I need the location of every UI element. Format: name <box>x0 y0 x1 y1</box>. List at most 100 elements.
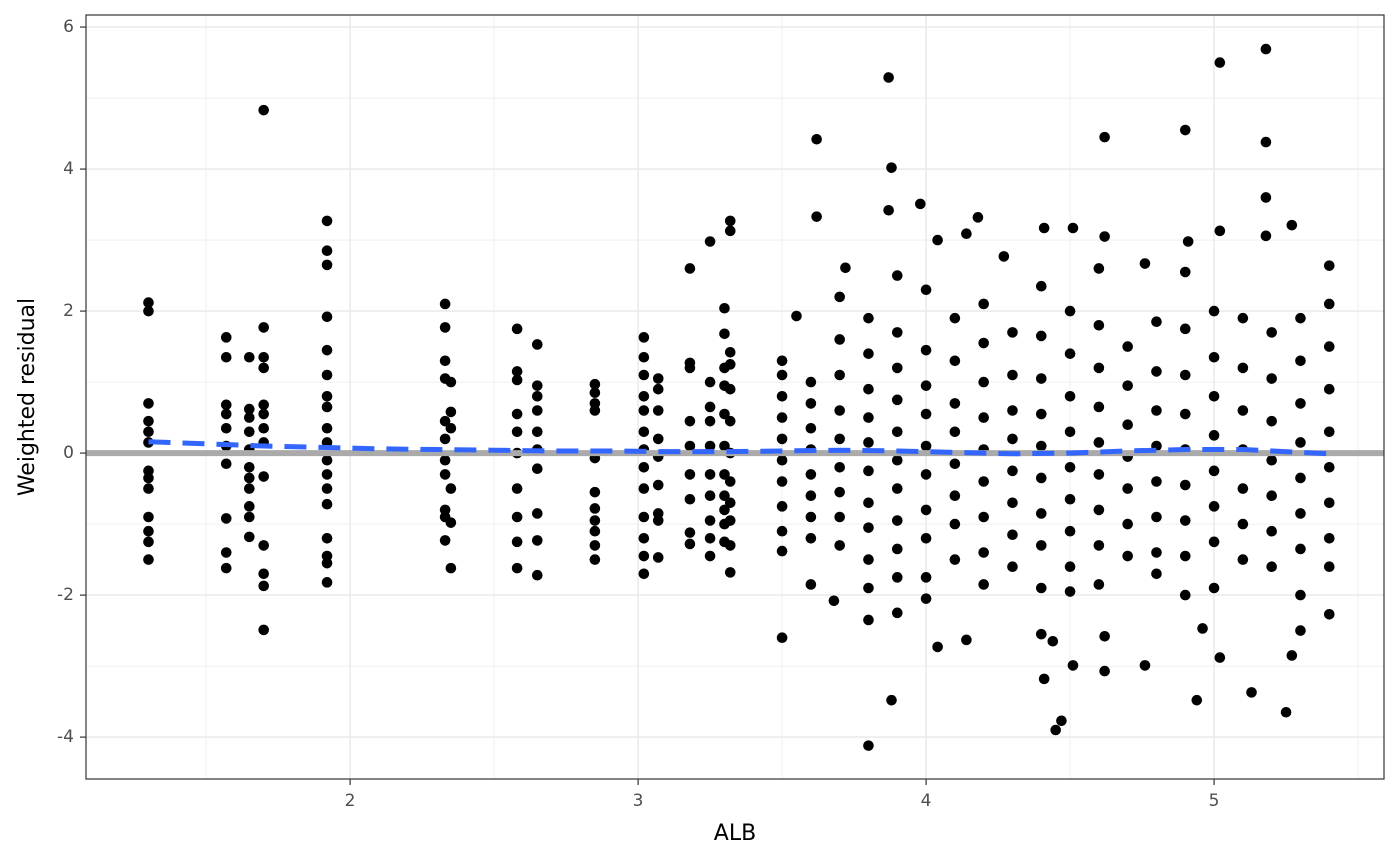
point <box>920 469 932 480</box>
point <box>724 415 736 427</box>
point <box>143 511 154 523</box>
point <box>724 476 736 487</box>
point <box>1099 231 1110 242</box>
point <box>1323 298 1335 310</box>
point <box>638 390 650 402</box>
point <box>1007 405 1018 416</box>
point <box>589 503 601 514</box>
point <box>978 376 989 388</box>
point <box>1295 398 1306 409</box>
panel <box>86 15 1384 779</box>
point <box>220 399 232 411</box>
point <box>1179 408 1191 420</box>
point <box>1179 369 1191 381</box>
point <box>258 624 269 636</box>
point <box>258 540 269 551</box>
point <box>704 490 716 501</box>
point <box>719 504 730 516</box>
point <box>321 483 333 494</box>
point <box>1179 479 1191 491</box>
point <box>1122 550 1133 562</box>
point <box>1237 483 1249 494</box>
y-tick-label: 0 <box>63 443 74 463</box>
point <box>886 694 897 706</box>
point <box>1064 461 1076 473</box>
x-tick-label: 2 <box>345 791 356 811</box>
point <box>920 380 932 391</box>
point <box>1056 715 1067 727</box>
point <box>1179 124 1191 136</box>
point <box>321 401 333 413</box>
point <box>1295 312 1306 324</box>
point <box>531 426 543 438</box>
point <box>1064 426 1076 438</box>
point <box>439 415 451 427</box>
x-tick-label: 4 <box>921 791 932 811</box>
point <box>652 373 664 384</box>
point <box>1266 561 1277 572</box>
point <box>1295 625 1306 636</box>
point <box>805 469 817 480</box>
point <box>684 493 696 505</box>
point <box>1139 258 1151 269</box>
point <box>883 72 894 83</box>
point <box>1323 532 1335 544</box>
point <box>920 504 932 516</box>
point <box>724 215 736 227</box>
point <box>891 327 903 338</box>
point <box>719 408 730 420</box>
point <box>1208 430 1220 441</box>
point <box>143 426 154 438</box>
point <box>1214 652 1226 663</box>
point <box>915 198 926 210</box>
point <box>258 471 269 482</box>
point <box>321 245 333 257</box>
point <box>1007 327 1018 338</box>
point <box>439 454 451 466</box>
point <box>638 511 650 523</box>
point <box>589 525 601 537</box>
point <box>1099 665 1110 677</box>
point <box>863 312 874 324</box>
x-tick-label: 5 <box>1209 791 1220 811</box>
point <box>704 515 716 526</box>
point <box>1099 630 1110 642</box>
point <box>1007 497 1018 509</box>
point <box>1179 515 1191 526</box>
point <box>776 454 788 466</box>
point <box>1007 465 1018 477</box>
point <box>776 433 788 445</box>
point <box>1064 305 1076 317</box>
point <box>834 540 845 551</box>
point <box>1191 694 1203 706</box>
point <box>321 215 333 227</box>
point <box>1050 724 1061 736</box>
point <box>511 562 523 574</box>
point <box>1214 225 1226 237</box>
point <box>1323 497 1335 509</box>
point <box>719 440 730 452</box>
point <box>143 415 154 427</box>
point <box>1038 222 1050 234</box>
point <box>1266 525 1277 537</box>
point <box>834 486 845 498</box>
point <box>920 344 932 356</box>
point <box>638 483 650 494</box>
point <box>445 406 457 418</box>
point <box>1179 266 1191 278</box>
point <box>143 483 154 494</box>
point <box>891 394 903 406</box>
point <box>638 405 650 416</box>
point <box>805 532 817 544</box>
point <box>1122 483 1133 494</box>
point <box>920 284 932 296</box>
y-tick-label: -2 <box>57 585 74 605</box>
point <box>1260 230 1272 242</box>
y-tick-label: 2 <box>63 301 74 321</box>
point <box>834 369 845 381</box>
point <box>1064 561 1076 572</box>
point <box>863 614 874 626</box>
point <box>1035 472 1047 484</box>
point <box>719 469 730 480</box>
point <box>511 366 523 377</box>
